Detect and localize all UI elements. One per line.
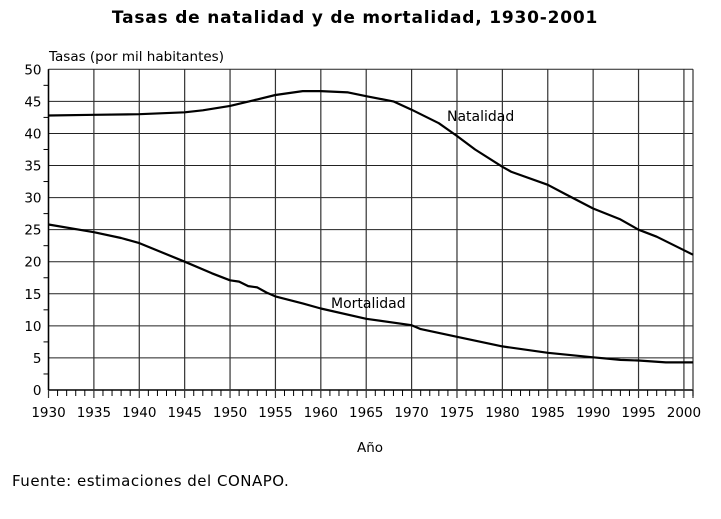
- y-tick-label: 40: [24, 126, 41, 142]
- y-tick-label: 0: [33, 383, 42, 399]
- x-axis-label: Año: [357, 440, 383, 456]
- y-tick-label: 25: [24, 223, 41, 239]
- annotation-natalidad: Natalidad: [447, 109, 514, 125]
- y-tick-label: 30: [24, 191, 41, 207]
- x-tick-label: 1930: [31, 405, 65, 421]
- x-tick-label: 1990: [576, 405, 610, 421]
- x-tick-label: 1955: [258, 405, 292, 421]
- x-tick-label: 1940: [122, 405, 156, 421]
- y-tick-label: 15: [24, 287, 41, 303]
- x-tick-label: 1960: [304, 405, 338, 421]
- chart-title: Tasas de natalidad y de mortalidad, 1930…: [112, 8, 598, 28]
- x-tick-label: 1935: [77, 405, 111, 421]
- series-line-mortalidad: [48, 223, 693, 364]
- x-tick-label: 1970: [394, 405, 428, 421]
- y-tick-label: 5: [33, 351, 42, 367]
- y-axis-label: Tasas (por mil habitantes): [48, 49, 224, 65]
- x-tick-label: 1975: [440, 405, 474, 421]
- x-tick-label: 1985: [531, 405, 565, 421]
- series-line-natalidad: [48, 90, 694, 256]
- y-tick-label: 45: [24, 94, 41, 110]
- source-note: Fuente: estimaciones del CONAPO.: [12, 472, 289, 490]
- x-tick-label: 1965: [349, 405, 383, 421]
- y-tick-label: 20: [24, 255, 41, 271]
- y-tick-label: 35: [24, 159, 41, 175]
- x-tick-label: 1945: [167, 405, 201, 421]
- x-tick-label: 2000: [667, 405, 701, 421]
- x-tick-label: 1995: [621, 405, 655, 421]
- y-tick-label: 50: [24, 62, 41, 78]
- annotation-mortalidad: Mortalidad: [331, 296, 406, 312]
- x-tick-label: 1950: [213, 405, 247, 421]
- x-tick-label: 1980: [485, 405, 519, 421]
- y-tick-label: 10: [24, 319, 41, 335]
